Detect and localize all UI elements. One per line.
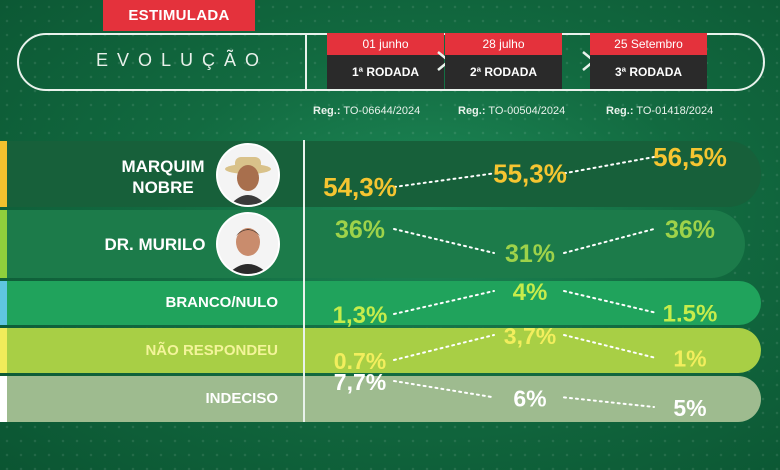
value-label-indeciso-2: 6% <box>513 385 546 411</box>
connector-dr-murilo-1 <box>563 228 655 254</box>
reg-code: TO-01418/2024 <box>636 105 714 117</box>
row-value-bar <box>305 281 761 325</box>
candidate-label-nao-respondeu: NÃO RESPONDEU <box>145 342 278 359</box>
value-label-marquim-nobre-3: 56,5% <box>653 142 727 172</box>
value-label-indeciso-1: 7,7% <box>334 369 386 395</box>
reg-label: Reg.: <box>313 105 341 117</box>
round-3-name: 3ª RODADA <box>590 55 707 89</box>
round-2-name: 2ª RODADA <box>445 55 562 89</box>
candidate-label-dr-murilo: DR. MURILO <box>104 235 206 254</box>
value-label-nao-respondeu-2: 3,7% <box>504 323 556 349</box>
value-label-nao-respondeu-3: 1% <box>673 346 706 372</box>
evolution-title: EVOLUÇÃO <box>96 50 269 70</box>
connector-branco-nulo-1 <box>563 290 655 314</box>
connector-nao-respondeu-0 <box>393 334 495 361</box>
reg-code: TO-06644/2024 <box>343 105 421 117</box>
candidate-label-indeciso: INDECISO <box>205 390 278 407</box>
value-label-marquim-nobre-1: 54,3% <box>323 172 397 202</box>
round-1-name: 1ª RODADA <box>327 55 444 89</box>
reg-code: TO-00504/2024 <box>488 105 566 117</box>
connector-indeciso-0 <box>393 380 495 399</box>
connector-marquim-nobre-0 <box>393 172 495 188</box>
avatar-dr-murilo <box>218 214 278 274</box>
connector-indeciso-1 <box>563 396 655 408</box>
value-label-branco-nulo-2: 4% <box>513 279 548 306</box>
row-value-bar <box>305 328 761 373</box>
round-3-registration: Reg.: TO-01418/2024 <box>606 105 713 117</box>
round-3-date: 25 Setembro <box>590 33 707 55</box>
row-accent <box>0 210 7 278</box>
round-1-date: 01 junho <box>327 33 444 55</box>
row-accent <box>0 328 7 373</box>
value-label-dr-murilo-3: 36% <box>665 216 715 244</box>
row-label-bar <box>7 376 303 422</box>
row-value-bar <box>305 141 761 207</box>
column-divider <box>303 140 305 422</box>
row-nao-respondeu <box>0 328 780 373</box>
round-2-registration: Reg.: TO-00504/2024 <box>458 105 565 117</box>
connector-dr-murilo-0 <box>393 228 495 254</box>
value-label-nao-respondeu-1: 0.7% <box>334 348 386 374</box>
candidate-label-marquim-nobre: MARQUIM NOBRE <box>121 157 205 197</box>
round-3: 25 Setembro 3ª RODADA <box>590 33 707 89</box>
connector-marquim-nobre-1 <box>563 156 655 175</box>
candidate-label-branco-nulo: BRANCO/NULO <box>165 294 279 311</box>
row-value-bar <box>305 210 745 278</box>
round-2-date: 28 julho <box>445 33 562 55</box>
header-divider <box>305 33 307 91</box>
row-label-bar <box>7 328 303 373</box>
value-label-indeciso-3: 5% <box>673 395 706 421</box>
value-label-dr-murilo-1: 36% <box>335 216 385 244</box>
row-value-bar <box>305 376 761 422</box>
row-accent <box>0 281 7 325</box>
round-1: 01 junho 1ª RODADA <box>327 33 444 89</box>
value-label-branco-nulo-1: 1,3% <box>333 302 388 329</box>
row-accent <box>0 141 7 207</box>
row-indeciso <box>0 376 780 422</box>
connector-nao-respondeu-1 <box>563 334 655 359</box>
row-branco-nulo <box>0 281 780 325</box>
round-1-registration: Reg.: TO-06644/2024 <box>313 105 420 117</box>
value-label-marquim-nobre-2: 55,3% <box>493 158 567 188</box>
reg-label: Reg.: <box>458 105 486 117</box>
value-label-dr-murilo-2: 31% <box>505 240 555 268</box>
row-accent <box>0 376 7 422</box>
survey-type-tag: ESTIMULADA <box>103 0 255 31</box>
avatar-marquim-nobre <box>218 145 278 205</box>
connector-branco-nulo-0 <box>393 290 495 315</box>
reg-label: Reg.: <box>606 105 634 117</box>
round-2: 28 julho 2ª RODADA <box>445 33 562 89</box>
value-label-branco-nulo-3: 1.5% <box>663 300 718 327</box>
row-label-bar <box>7 281 303 325</box>
